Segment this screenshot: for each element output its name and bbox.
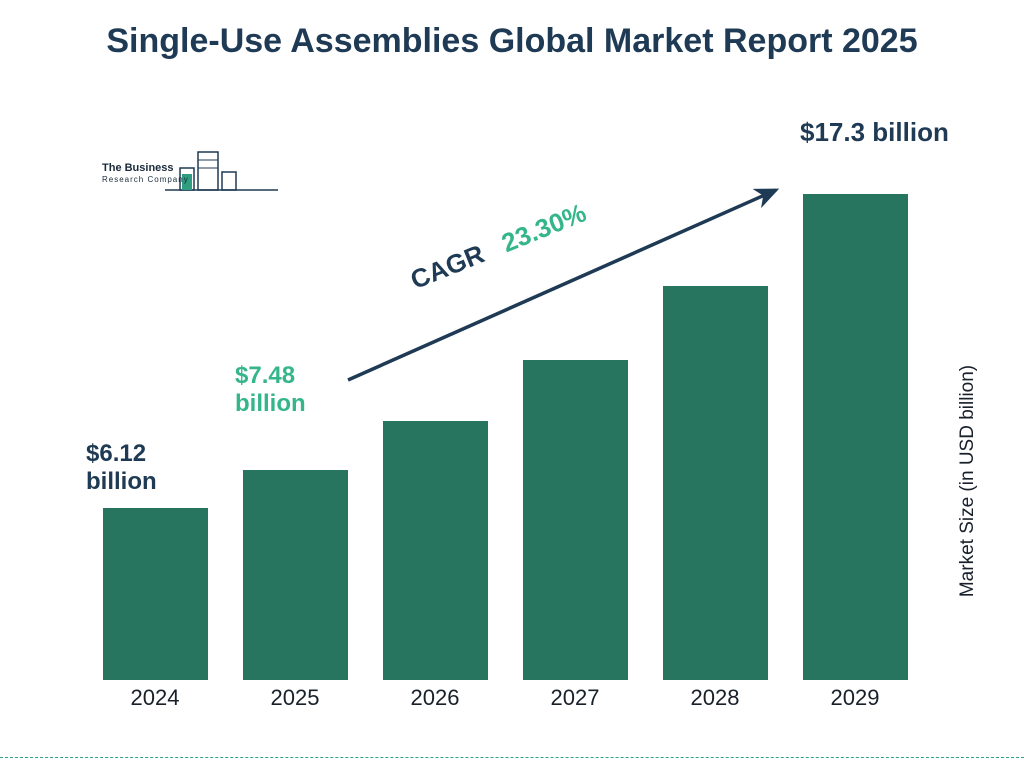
bar [243, 470, 348, 680]
value-label: $7.48billion [235, 362, 306, 417]
y-axis-label: Market Size (in USD billion) [957, 351, 979, 611]
bar [803, 194, 908, 680]
bar [383, 421, 488, 680]
bar [523, 360, 628, 680]
chart-title: Single-Use Assemblies Global Market Repo… [0, 20, 1024, 63]
bar [663, 286, 768, 680]
value-label: $6.12billion [86, 440, 157, 495]
bar-slot [85, 160, 225, 680]
bar-slot [785, 160, 925, 680]
bar [103, 508, 208, 680]
x-axis-label: 2028 [645, 685, 785, 711]
x-axis-label: 2029 [785, 685, 925, 711]
bar-slot [645, 160, 785, 680]
x-axis-label: 2026 [365, 685, 505, 711]
x-axis-label: 2024 [85, 685, 225, 711]
bar-slot [225, 160, 365, 680]
value-label: $17.3 billion [800, 118, 949, 148]
chart-container: { "title": { "text": "Single-Use Assembl… [0, 0, 1024, 768]
x-axis-label: 2027 [505, 685, 645, 711]
x-axis-label: 2025 [225, 685, 365, 711]
x-axis-labels: 202420252026202720282029 [85, 685, 925, 711]
footer-divider [0, 757, 1024, 758]
